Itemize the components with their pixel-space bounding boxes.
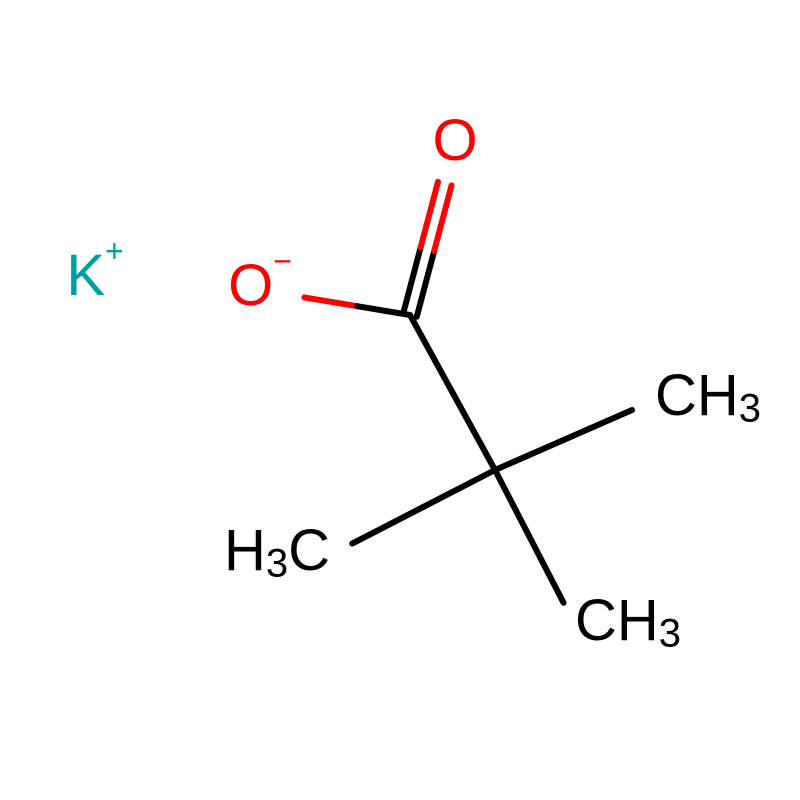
atom-CH3_l: H3C xyxy=(224,518,330,585)
atom-CH3_r: CH3 xyxy=(655,363,761,430)
atom-K: K+ xyxy=(66,233,123,308)
atom-CH3_b: CH3 xyxy=(575,588,681,655)
atom-O_minus: O− xyxy=(228,243,292,318)
molecule-diagram: K+ O− O CH3 H3C CH3 xyxy=(0,0,800,800)
atom-O_double: O xyxy=(432,108,477,173)
